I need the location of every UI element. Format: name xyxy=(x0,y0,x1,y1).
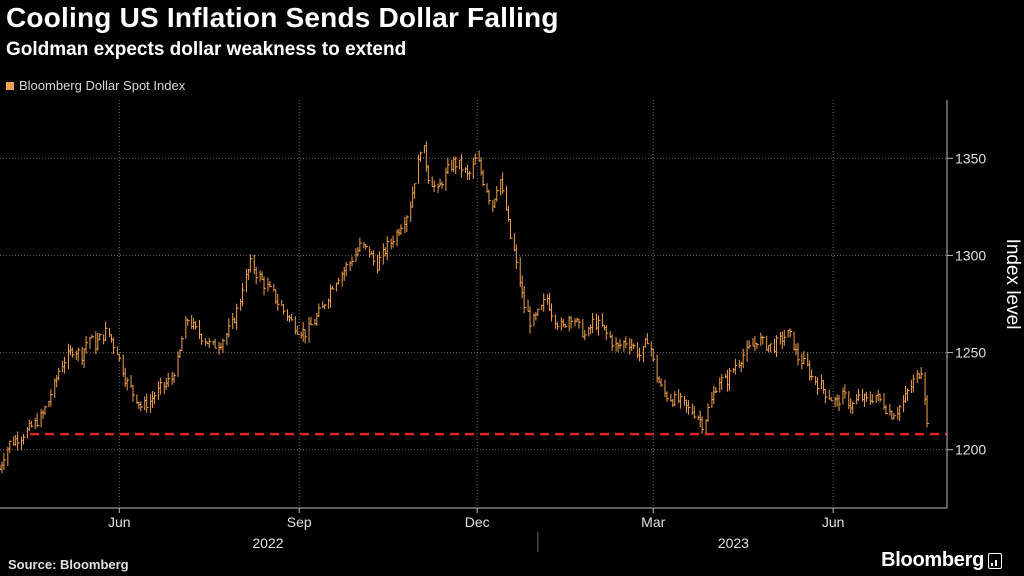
x-tick-label: Jun xyxy=(822,514,845,530)
price-bars xyxy=(0,141,930,474)
y-tick-label: 1350 xyxy=(955,150,986,166)
x-tick-label: Jun xyxy=(108,514,131,530)
y-axis-title: Index level xyxy=(1002,239,1023,330)
y-tick-label: 1250 xyxy=(955,345,986,361)
x-tick-label: Dec xyxy=(465,514,490,530)
grid-lines xyxy=(0,100,947,508)
brand-logo: Bloomberg xyxy=(881,549,1002,572)
tick-labels: 1200 1250 1300 1350 Jun Sep Dec Mar Jun 2022 2023 I… xyxy=(108,150,1023,551)
x-tick-label: Sep xyxy=(287,514,312,530)
chart-title: Cooling US Inflation Sends Dollar Fallin… xyxy=(6,2,559,33)
bloomberg-chart-icon xyxy=(988,552,1002,569)
axes xyxy=(0,100,953,552)
year-label: 2022 xyxy=(252,535,283,551)
y-tick-label: 1300 xyxy=(955,247,986,263)
brand-name: Bloomberg xyxy=(881,549,984,571)
legend-label: Bloomberg Dollar Spot Index xyxy=(19,78,186,93)
x-tick-label: Mar xyxy=(641,514,665,530)
y-tick-label: 1200 xyxy=(955,442,986,458)
legend-swatch xyxy=(6,81,14,90)
legend: Bloomberg Dollar Spot Index xyxy=(6,78,185,93)
chart-subtitle: Goldman expects dollar weakness to exten… xyxy=(6,39,407,60)
year-label: 2023 xyxy=(718,535,749,551)
source-note: Source: Bloomberg xyxy=(8,557,129,572)
